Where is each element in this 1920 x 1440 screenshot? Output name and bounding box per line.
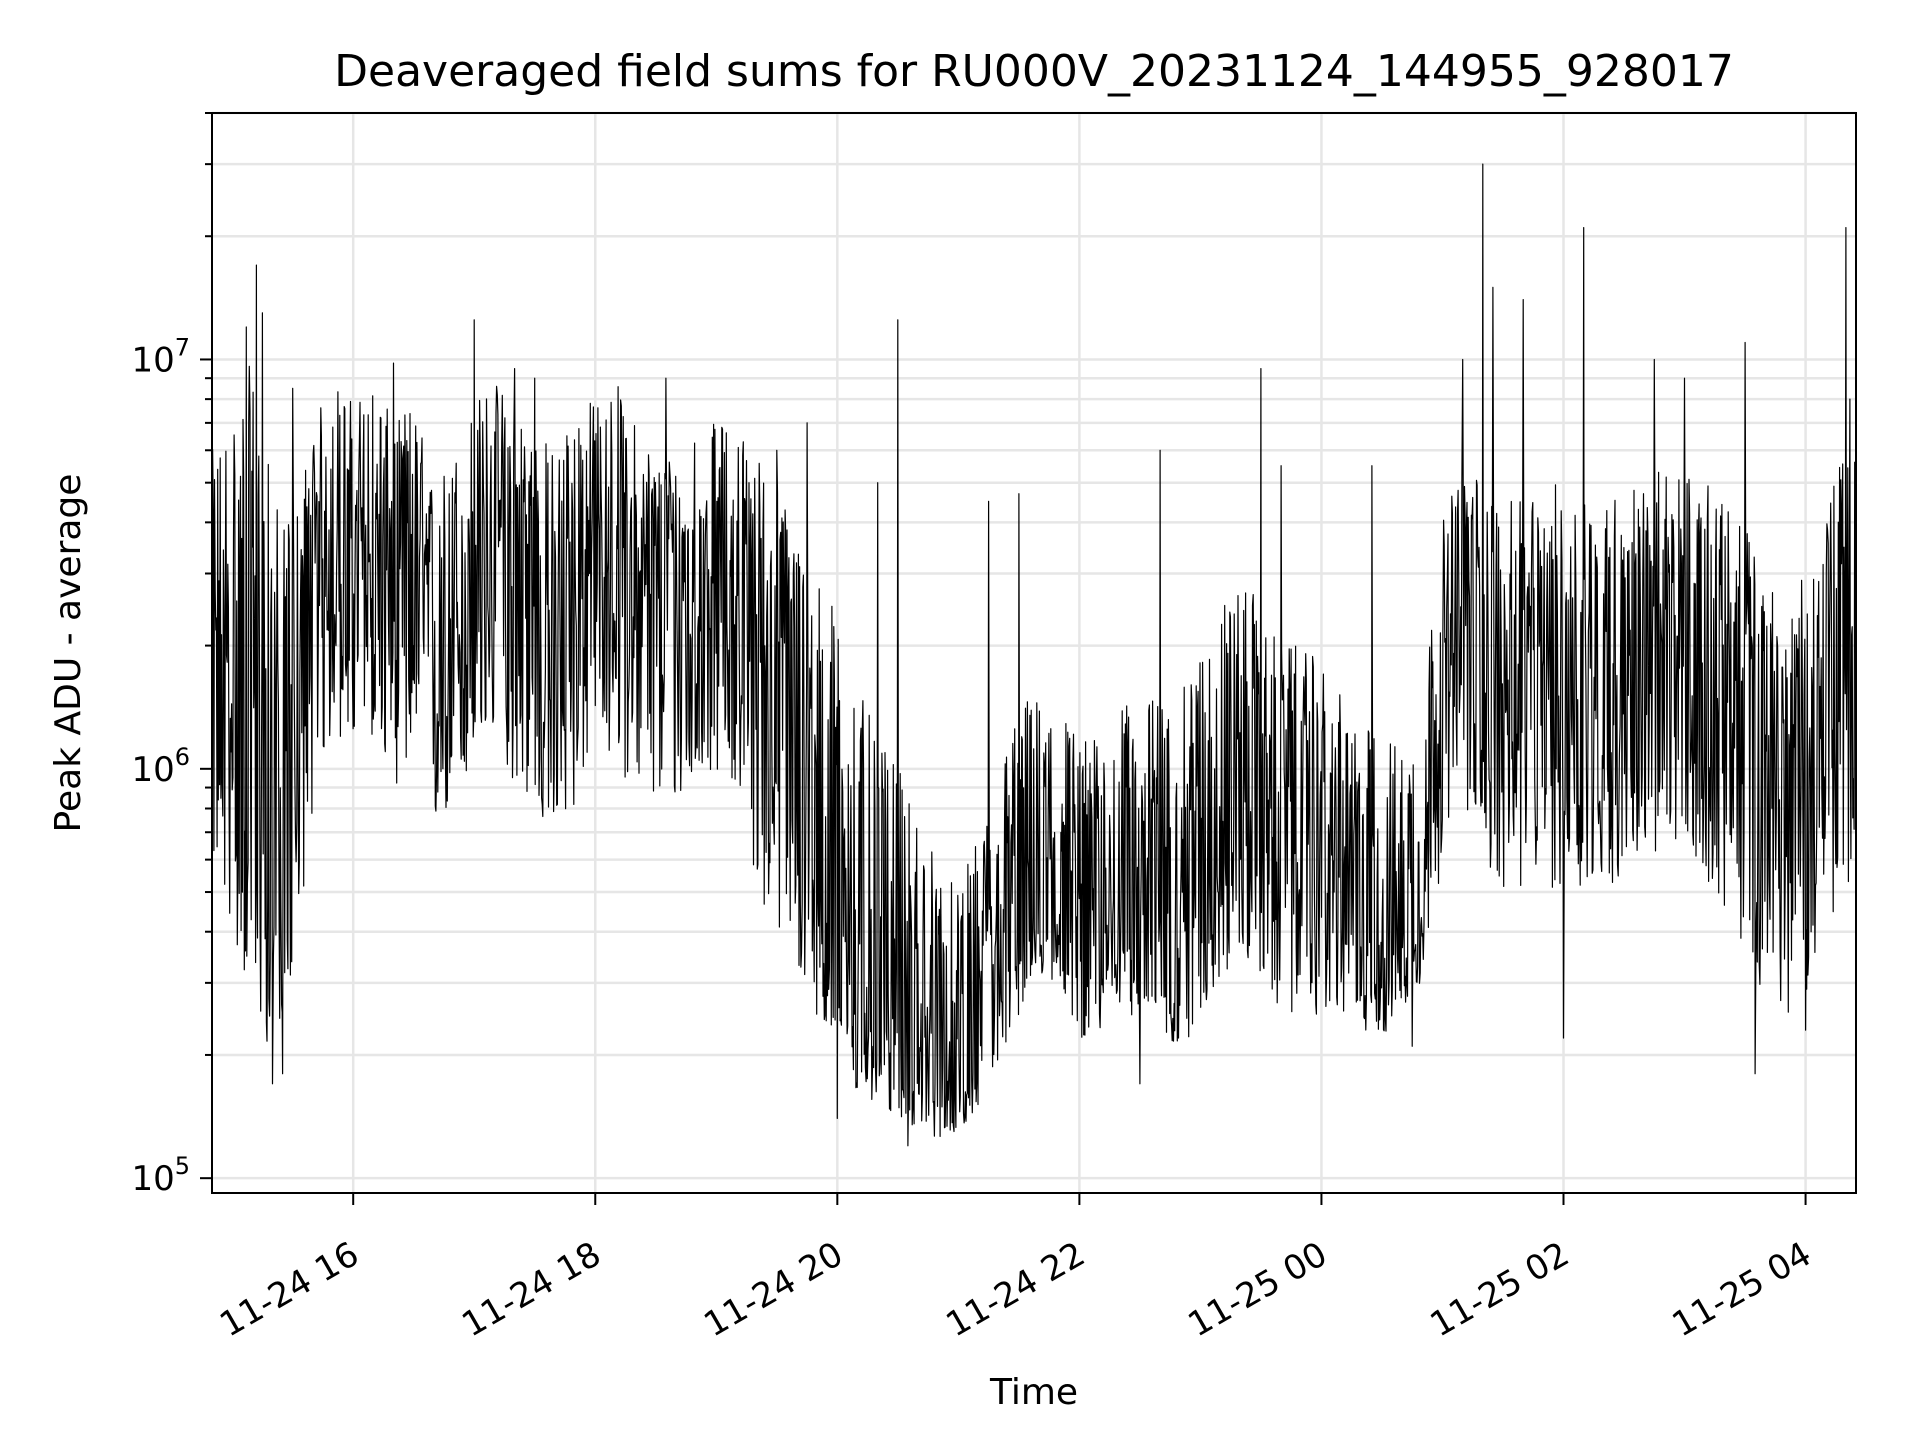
data-line-series (212, 163, 1856, 1147)
data-line (212, 163, 1856, 1147)
axes-frame (211, 112, 1857, 1194)
chart-title: Deaveraged field sums for RU000V_2023112… (334, 46, 1734, 97)
y-tick-label: 107 (131, 333, 190, 380)
x-axis-label: Time (989, 1372, 1078, 1413)
y-axis-label: Peak ADU - average (48, 474, 89, 833)
y-tick-label: 106 (131, 743, 190, 790)
y-tick-label: 105 (131, 1152, 190, 1199)
